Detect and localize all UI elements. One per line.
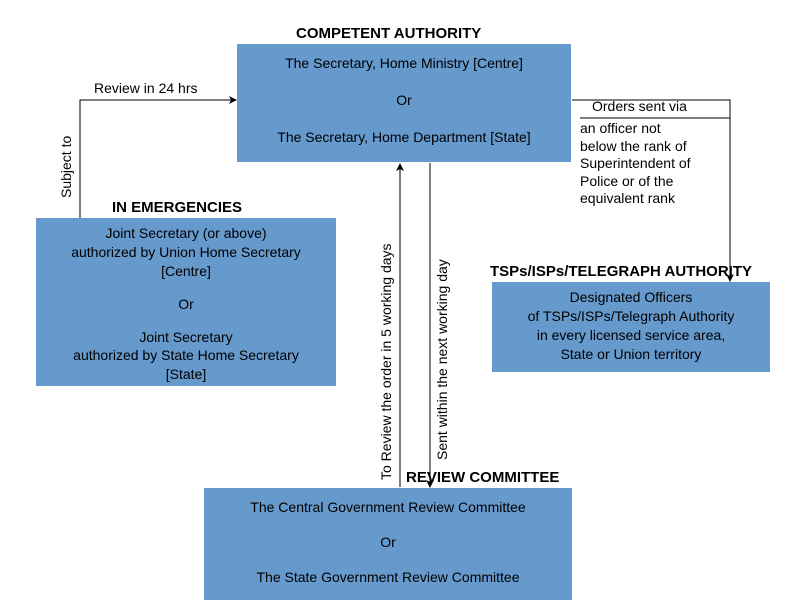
- emergencies-l5: authorized by State Home Secretary: [44, 346, 328, 365]
- orders-sub1: an officer not: [580, 120, 730, 138]
- emergencies-l2: authorized by Union Home Secretary: [44, 243, 328, 262]
- orders-sub3: Superintendent of: [580, 155, 730, 173]
- competent-line2: The Secretary, Home Department [State]: [245, 128, 563, 147]
- tsps-box: Designated Officers of TSPs/ISPs/Telegra…: [492, 282, 770, 372]
- label-subject-to: Subject to: [58, 118, 76, 198]
- competent-or: Or: [245, 91, 563, 110]
- label-sent-next: Sent within the next working day: [434, 170, 452, 460]
- review-l2: The State Government Review Committee: [212, 568, 564, 587]
- tsps-l2: of TSPs/ISPs/Telegraph Authority: [500, 307, 762, 326]
- label-orders-sub: an officer not below the rank of Superin…: [580, 120, 730, 208]
- orders-sub2: below the rank of: [580, 138, 730, 156]
- review-or: Or: [212, 533, 564, 552]
- review-l1: The Central Government Review Committee: [212, 498, 564, 517]
- emergencies-box: Joint Secretary (or above) authorized by…: [36, 218, 336, 386]
- tsps-l4: State or Union territory: [500, 345, 762, 364]
- emergencies-l6: [State]: [44, 365, 328, 384]
- orders-sub5: equivalent rank: [580, 190, 730, 208]
- label-orders-via: Orders sent via: [592, 98, 687, 116]
- tsps-title: TSPs/ISPs/TELEGRAPH AUTHORITY: [490, 263, 752, 280]
- competent-box: The Secretary, Home Ministry [Centre] Or…: [237, 44, 571, 162]
- review-title: REVIEW COMMITTEE: [406, 469, 559, 486]
- competent-title: COMPETENT AUTHORITY: [296, 25, 481, 42]
- label-to-review-5: To Review the order in 5 working days: [378, 170, 396, 480]
- emergencies-or: Or: [44, 295, 328, 314]
- review-box: The Central Government Review Committee …: [204, 488, 572, 600]
- emergencies-l1: Joint Secretary (or above): [44, 224, 328, 243]
- tsps-l3: in every licensed service area,: [500, 326, 762, 345]
- emergencies-title: IN EMERGENCIES: [112, 199, 242, 216]
- competent-line1: The Secretary, Home Ministry [Centre]: [245, 54, 563, 73]
- emergencies-l3: [Centre]: [44, 262, 328, 281]
- tsps-l1: Designated Officers: [500, 288, 762, 307]
- orders-sub4: Police or of the: [580, 173, 730, 191]
- emergencies-l4: Joint Secretary: [44, 328, 328, 347]
- label-review-24: Review in 24 hrs: [94, 80, 198, 98]
